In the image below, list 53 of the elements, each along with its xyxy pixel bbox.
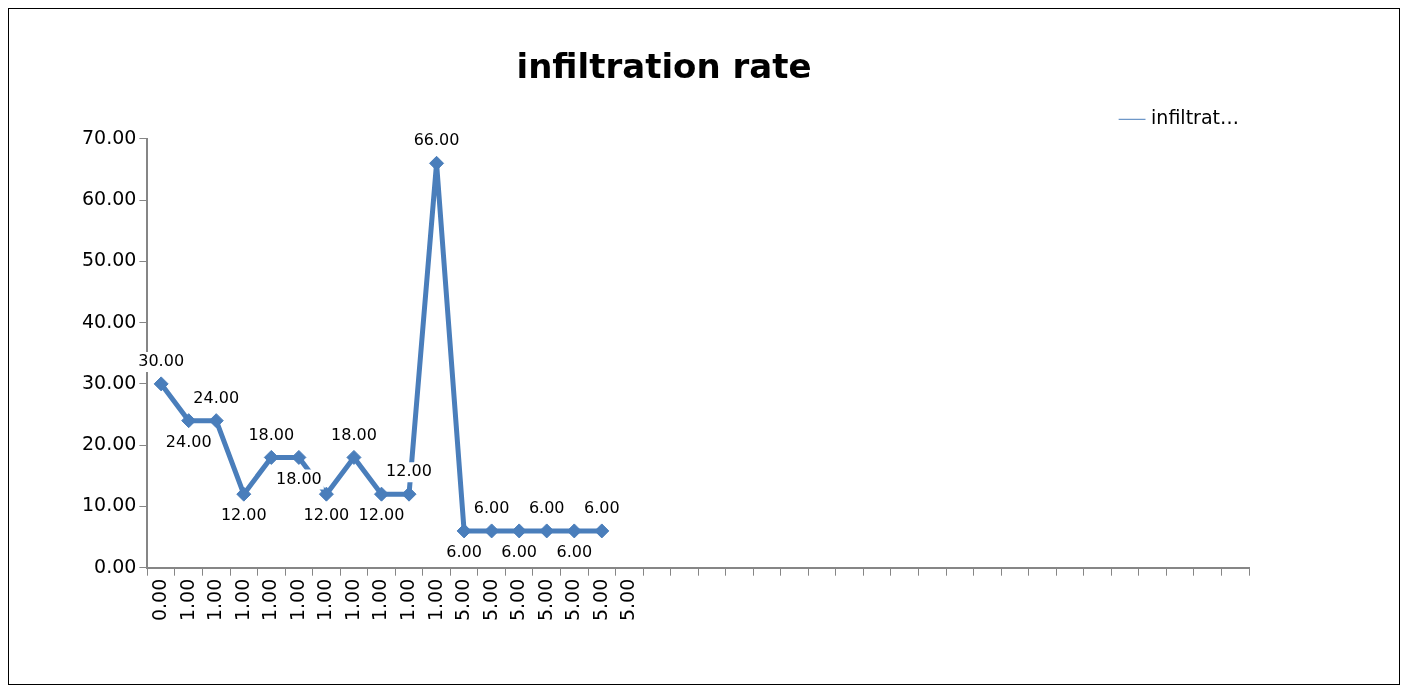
x-tick-label: 1.00 (230, 578, 253, 622)
data-label: 18.00 (275, 468, 322, 488)
data-label: 30.00 (138, 351, 185, 371)
data-label: 18.00 (248, 424, 295, 444)
y-tick-label: 0.00 (94, 554, 137, 577)
data-label: 12.00 (358, 505, 405, 525)
x-tick-label: 1.00 (285, 578, 308, 622)
data-label: 6.00 (528, 498, 565, 518)
data-label: 6.00 (446, 542, 482, 562)
data-label: 66.00 (413, 130, 460, 150)
point (456, 523, 472, 539)
x-tick-label: 1.00 (395, 578, 418, 622)
x-tick-label: 5.00 (506, 578, 529, 622)
x-tick-label: 5.00 (588, 578, 611, 622)
data-label: 12.00 (303, 505, 350, 525)
data-label: 18.00 (331, 424, 377, 444)
x-tick-label: 5.00 (478, 578, 501, 622)
point (373, 486, 389, 502)
x-tick-label: 1.00 (340, 578, 363, 622)
point (153, 376, 169, 392)
y-tick-label: 10.00 (81, 493, 137, 516)
y-tick-label: 70.00 (81, 125, 137, 148)
x-tick-label: 5.00 (561, 578, 584, 622)
data-label: 24.00 (165, 431, 212, 451)
x-tick-label: 5.00 (533, 578, 556, 622)
chart-title: infiltration rate (516, 46, 812, 87)
data-label: 12.00 (386, 461, 432, 481)
y-tick-label: 20.00 (81, 432, 137, 455)
legend-label: infiltrat… (1151, 106, 1239, 129)
point (236, 486, 252, 502)
data-label: 12.00 (220, 505, 267, 525)
data-label: 6.00 (473, 498, 510, 518)
x-tick-label: 1.00 (423, 578, 446, 622)
point (594, 523, 610, 539)
point (318, 486, 334, 502)
x-tick-label: 5.00 (616, 578, 639, 622)
x-tick-label: 1.00 (258, 578, 281, 622)
y-tick-label: 40.00 (81, 309, 137, 332)
data-label: 24.00 (193, 387, 240, 407)
x-tick-label: 0.00 (148, 578, 171, 622)
data-label: 6.00 (501, 542, 537, 562)
data-label: 6.00 (556, 542, 593, 562)
x-tick-label: 1.00 (313, 578, 336, 622)
x-tick-label: 1.00 (368, 578, 391, 622)
data-label: 6.00 (583, 498, 620, 518)
x-tick-label: 1.00 (203, 578, 226, 622)
point (208, 413, 224, 429)
x-tick-label: 1.00 (175, 578, 198, 622)
x-tick-label: 5.00 (451, 578, 474, 622)
y-tick-label: 30.00 (81, 370, 137, 393)
y-tick-label: 50.00 (81, 248, 137, 271)
y-tick-label: 60.00 (81, 187, 137, 210)
point (346, 449, 362, 465)
